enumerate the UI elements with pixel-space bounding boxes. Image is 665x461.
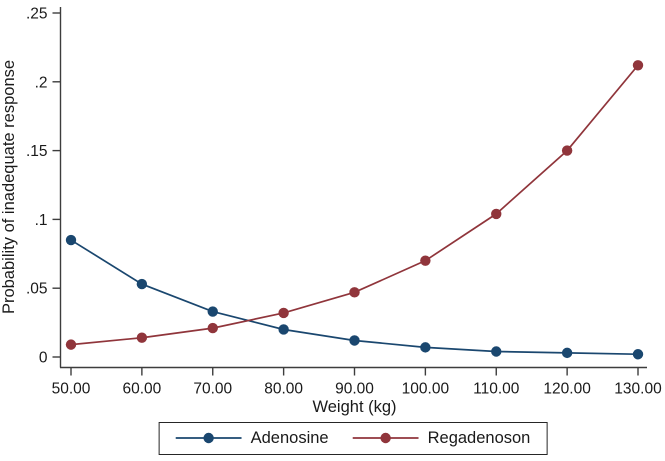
legend-entry-regadenoson: Regadenoson [352, 429, 531, 447]
legend-entry-adenosine: Adenosine [175, 429, 329, 447]
x-tick-label: 80.00 [264, 381, 303, 398]
x-tick-label: 60.00 [122, 381, 161, 398]
data-point-regadenoson [632, 60, 644, 71]
data-point-regadenoson [561, 145, 573, 156]
y-axis-title: Probability of inadequate response [0, 60, 18, 314]
x-axis-title: Weight (kg) [312, 398, 396, 416]
data-point-regadenoson [136, 332, 148, 343]
series-line-regadenoson [70, 64, 639, 346]
data-point-adenosine [65, 234, 77, 246]
x-tick-label: 50.00 [52, 381, 91, 398]
x-tick-label: 90.00 [335, 381, 374, 398]
data-point-regadenoson [207, 322, 218, 334]
x-tick-label: 130.00 [614, 381, 662, 398]
y-tick-label: 0 [39, 350, 48, 367]
legend-dot [203, 433, 214, 444]
legend-box: Adenosine Regadenoson [158, 422, 548, 455]
x-tick-label: 100.00 [402, 381, 450, 398]
adenosine-line-marker-icon [175, 433, 242, 444]
data-point-regadenoson [65, 339, 77, 350]
y-tick-label: .15 [26, 143, 48, 160]
data-point-adenosine [349, 335, 360, 346]
data-point-adenosine [207, 306, 218, 317]
data-point-regadenoson [278, 307, 289, 319]
data-point-adenosine [561, 347, 573, 359]
data-point-adenosine [491, 346, 502, 357]
x-tick-label: 110.00 [473, 381, 520, 398]
data-point-adenosine [420, 342, 431, 353]
x-tick-label: 70.00 [193, 381, 232, 398]
legend-label-regadenoson: Regadenoson [427, 429, 531, 447]
data-point-adenosine [136, 278, 148, 290]
y-tick-label: .1 [35, 212, 48, 229]
data-point-regadenoson [491, 208, 502, 220]
regadenoson-line-marker-icon [352, 433, 419, 444]
data-point-regadenoson [349, 287, 360, 298]
x-tick-label: 120.00 [543, 381, 591, 398]
data-point-adenosine [632, 349, 644, 360]
y-tick-label: .05 [26, 281, 48, 298]
data-point-adenosine [278, 324, 289, 335]
legend-dot [380, 433, 391, 444]
y-tick-label: .25 [26, 6, 48, 23]
data-point-regadenoson [420, 255, 431, 266]
y-tick-label: .2 [35, 74, 48, 91]
legend-label-adenosine: Adenosine [250, 429, 329, 447]
